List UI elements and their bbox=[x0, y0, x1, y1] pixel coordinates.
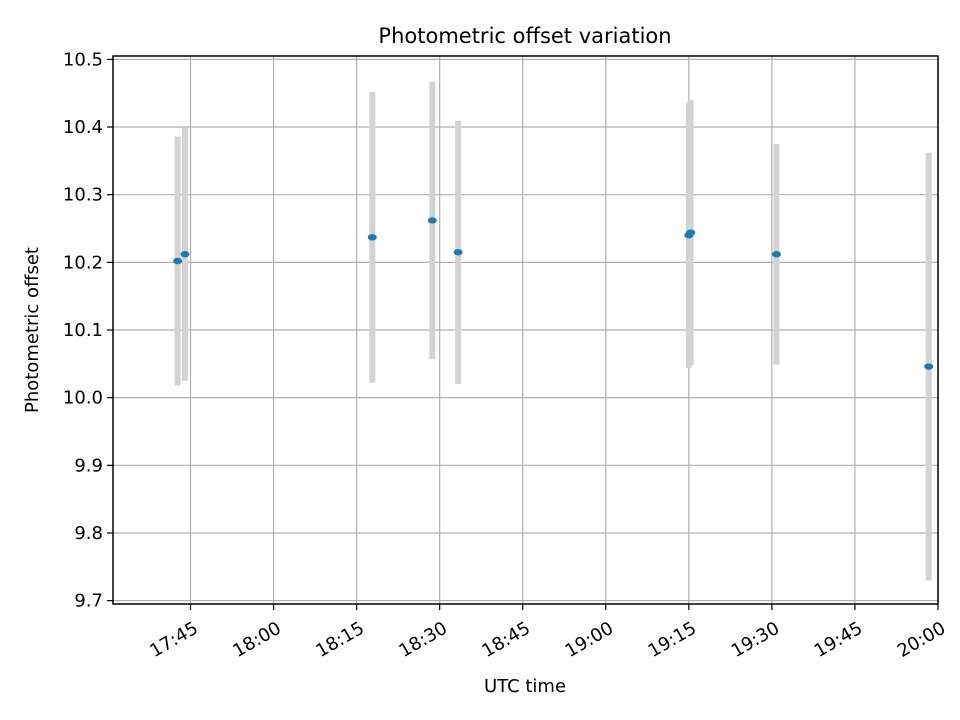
y-tick-label: 10.0 bbox=[63, 388, 103, 409]
x-axis-label: UTC time bbox=[484, 676, 566, 697]
y-tick-label: 10.5 bbox=[63, 49, 103, 70]
data-points bbox=[173, 217, 934, 370]
data-point bbox=[453, 248, 463, 256]
data-point bbox=[427, 217, 437, 224]
y-axis-ticks: 9.7 9.8 9.9 10.0 10.1 10.2 10.3 10.4 10.5 bbox=[63, 49, 113, 612]
x-tick-label: 19:45 bbox=[811, 618, 866, 662]
x-tick-label: 18:15 bbox=[312, 618, 367, 662]
data-point bbox=[180, 251, 190, 258]
y-axis-label: Photometric offset bbox=[22, 247, 43, 413]
data-point bbox=[686, 229, 696, 236]
x-tick-label: 18:00 bbox=[229, 618, 284, 662]
data-point bbox=[771, 251, 781, 258]
y-tick-label: 9.7 bbox=[74, 591, 103, 612]
data-point bbox=[367, 234, 377, 241]
data-point bbox=[924, 363, 934, 370]
error-bars bbox=[174, 81, 932, 581]
y-tick-label: 10.1 bbox=[63, 320, 103, 341]
x-tick-label: 20:00 bbox=[894, 618, 949, 662]
y-tick-label: 10.2 bbox=[63, 252, 103, 273]
x-tick-label: 19:15 bbox=[645, 618, 700, 662]
y-tick-label: 9.9 bbox=[74, 455, 103, 476]
y-tick-label: 9.8 bbox=[74, 523, 103, 544]
x-tick-label: 18:30 bbox=[396, 618, 451, 662]
y-tick-label: 10.3 bbox=[63, 185, 103, 206]
x-axis-ticks: 17:45 18:00 18:15 18:30 18:45 19:00 19:15 19:30… bbox=[146, 604, 949, 662]
x-tick-label: 19:00 bbox=[562, 618, 617, 662]
x-tick-label: 18:45 bbox=[479, 618, 534, 662]
data-point bbox=[173, 257, 183, 265]
x-tick-label: 19:30 bbox=[728, 618, 783, 662]
y-tick-label: 10.4 bbox=[63, 117, 103, 138]
grid bbox=[113, 56, 939, 604]
chart-title: Photometric offset variation bbox=[378, 24, 671, 48]
x-tick-label: 17:45 bbox=[146, 618, 201, 662]
